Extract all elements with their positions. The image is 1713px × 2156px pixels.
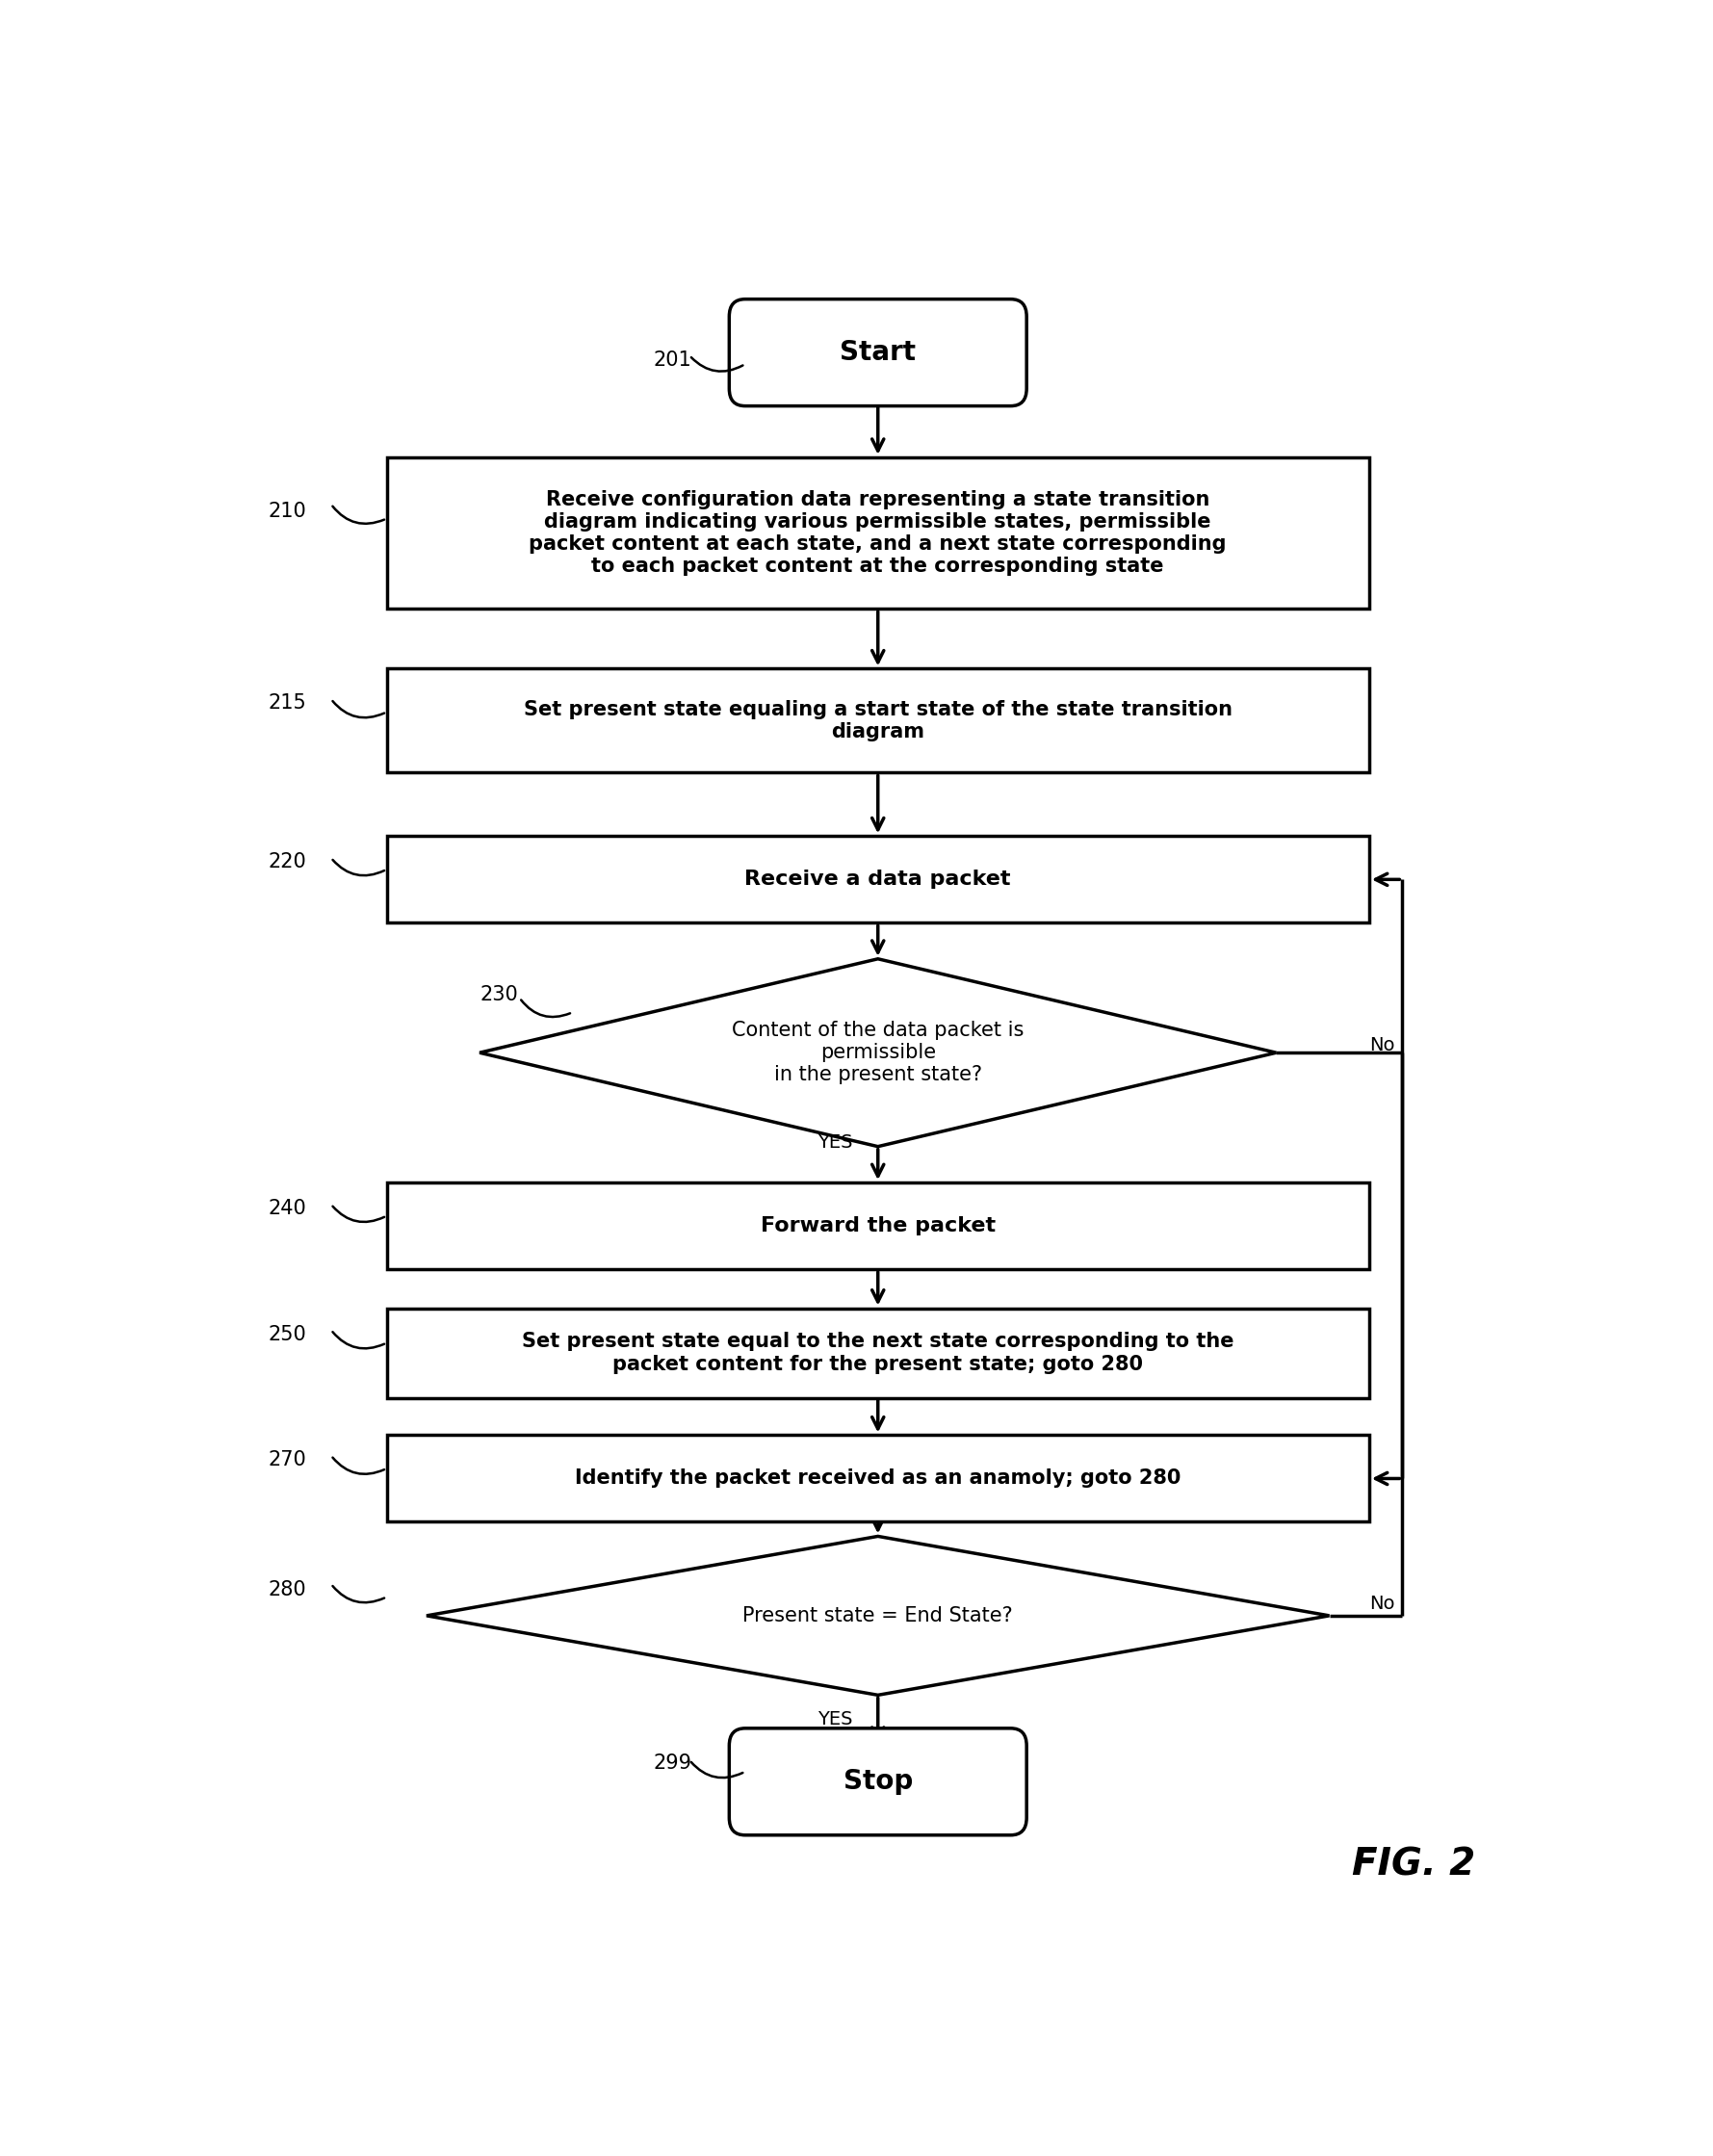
- Text: No: No: [1370, 1595, 1394, 1613]
- FancyBboxPatch shape: [730, 300, 1026, 405]
- Text: YES: YES: [817, 1710, 853, 1729]
- Text: YES: YES: [817, 1134, 853, 1151]
- Text: FIG. 2: FIG. 2: [1352, 1846, 1475, 1882]
- Text: 299: 299: [653, 1753, 692, 1772]
- Bar: [387, 1184, 1369, 1270]
- Text: 280: 280: [267, 1580, 307, 1600]
- FancyBboxPatch shape: [730, 1729, 1026, 1835]
- Bar: [387, 457, 1369, 608]
- Text: 250: 250: [267, 1324, 307, 1343]
- Text: Start: Start: [839, 338, 916, 367]
- Bar: [387, 1309, 1369, 1397]
- Bar: [387, 1436, 1369, 1522]
- Text: 201: 201: [653, 349, 692, 369]
- Text: 240: 240: [267, 1199, 307, 1218]
- Bar: [387, 668, 1369, 772]
- Text: 230: 230: [480, 985, 519, 1005]
- Text: 220: 220: [267, 852, 307, 871]
- Text: No: No: [1370, 1037, 1394, 1054]
- Text: Identify the packet received as an anamoly; goto 280: Identify the packet received as an anamo…: [576, 1468, 1180, 1488]
- Text: Receive configuration data representing a state transition
diagram indicating va: Receive configuration data representing …: [529, 489, 1227, 576]
- Bar: [387, 837, 1369, 923]
- Text: Content of the data packet is
permissible
in the present state?: Content of the data packet is permissibl…: [731, 1020, 1024, 1084]
- Text: Present state = End State?: Present state = End State?: [743, 1606, 1012, 1626]
- Text: Set present state equal to the next state corresponding to the
packet content fo: Set present state equal to the next stat…: [522, 1332, 1233, 1373]
- Text: Set present state equaling a start state of the state transition
diagram: Set present state equaling a start state…: [524, 701, 1232, 742]
- Text: 270: 270: [267, 1451, 307, 1470]
- Text: 210: 210: [267, 502, 307, 522]
- Polygon shape: [427, 1537, 1329, 1695]
- Text: Forward the packet: Forward the packet: [761, 1216, 995, 1235]
- Text: Receive a data packet: Receive a data packet: [745, 869, 1011, 888]
- Polygon shape: [480, 959, 1276, 1147]
- Text: Stop: Stop: [843, 1768, 913, 1796]
- Text: 215: 215: [267, 694, 307, 714]
